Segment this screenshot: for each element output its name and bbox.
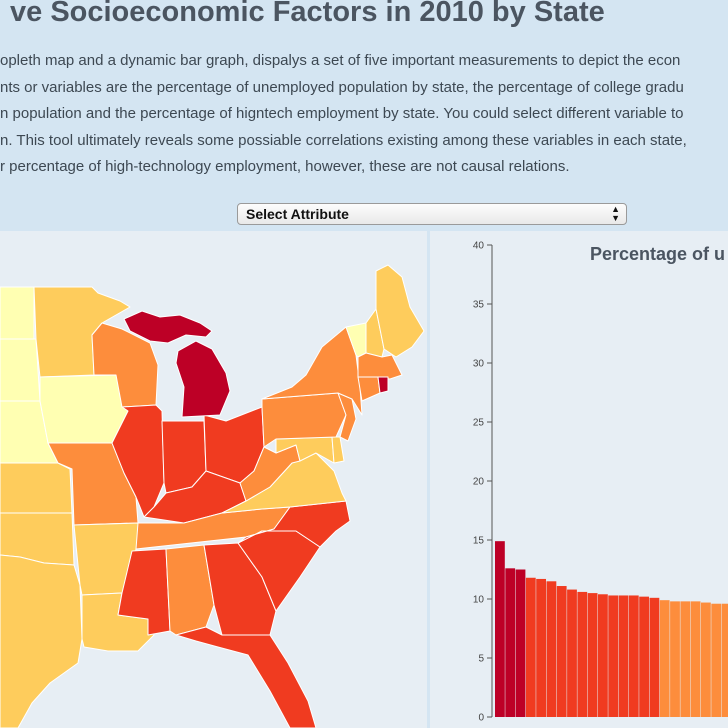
state-Texas[interactable] (0, 554, 83, 728)
y-tick-label: 0 (478, 713, 484, 724)
intro-line: n population and the percentage of hignt… (0, 105, 684, 122)
state-North-Carolina[interactable] (237, 500, 351, 548)
intro-text: opleth map and a dynamic bar graph, disp… (0, 48, 728, 181)
bar[interactable] (546, 581, 557, 717)
y-tick-label: 25 (473, 418, 485, 429)
state-South-Dakota[interactable] (0, 338, 41, 402)
state-New-Hampshire[interactable] (365, 308, 385, 358)
intro-line: opleth map and a dynamic bar graph, disp… (0, 52, 681, 69)
state-Wisconsin[interactable] (91, 322, 159, 408)
attribute-select[interactable]: Select Attribute ▲ ▼ (237, 203, 627, 225)
y-axis-ticks: 0 5 10 15 20 25 30 35 40 (473, 241, 492, 724)
state-Michigan[interactable] (123, 310, 231, 418)
state-Maine[interactable] (375, 264, 425, 358)
choropleth-map (0, 264, 425, 728)
bar[interactable] (577, 591, 588, 717)
page-title: ve Socioeconomic Factors in 2010 by Stat… (10, 0, 605, 28)
intro-line: n. This tool ultimately reveals some pos… (0, 131, 687, 149)
bar[interactable] (680, 601, 691, 717)
bar[interactable] (649, 597, 660, 717)
bar-chart: 0 5 10 15 20 25 30 35 40 Percentage of u (473, 241, 728, 724)
bar[interactable] (598, 594, 608, 717)
bar[interactable] (587, 593, 598, 717)
y-tick-label: 15 (473, 536, 485, 547)
y-tick-label: 30 (473, 359, 485, 370)
state-North-Dakota[interactable] (0, 286, 35, 340)
bar[interactable] (628, 595, 639, 717)
bar[interactable] (515, 569, 526, 718)
bar[interactable] (670, 601, 680, 717)
state-Florida[interactable] (175, 626, 317, 728)
bar[interactable] (618, 595, 629, 717)
bar-series (495, 541, 728, 717)
bar[interactable] (690, 601, 701, 717)
bar[interactable] (556, 586, 567, 717)
state-Delaware[interactable] (331, 436, 345, 464)
state-Connecticut[interactable] (357, 376, 381, 402)
y-tick-label: 40 (473, 241, 485, 252)
bar[interactable] (567, 589, 577, 717)
intro-line: r percentage of high-technology employme… (0, 158, 570, 175)
state-Kansas[interactable] (0, 462, 73, 514)
bar[interactable] (536, 578, 546, 717)
bar[interactable] (721, 603, 728, 717)
state-Iowa[interactable] (39, 374, 129, 444)
chart-title: Percentage of u (590, 244, 725, 264)
bar[interactable] (525, 577, 536, 717)
bar[interactable] (639, 596, 649, 717)
bar-chart-panel: 0 5 10 15 20 25 30 35 40 Percentage of u (430, 231, 728, 728)
y-tick-label: 5 (478, 654, 484, 665)
bar[interactable] (711, 603, 722, 717)
bar[interactable] (701, 602, 711, 717)
attribute-select-label: Select Attribute (246, 206, 349, 222)
intro-line: nts or variables are the percentage of u… (0, 78, 684, 96)
bar[interactable] (495, 541, 505, 717)
select-arrows-icon: ▲ ▼ (611, 204, 620, 223)
y-tick-label: 20 (473, 477, 485, 488)
state-Rhode-Island[interactable] (377, 376, 389, 394)
choropleth-map-panel (0, 231, 427, 728)
bar[interactable] (505, 568, 516, 717)
bar[interactable] (659, 600, 670, 717)
bar[interactable] (608, 595, 619, 717)
y-tick-label: 10 (473, 595, 485, 606)
y-tick-label: 35 (473, 300, 485, 311)
